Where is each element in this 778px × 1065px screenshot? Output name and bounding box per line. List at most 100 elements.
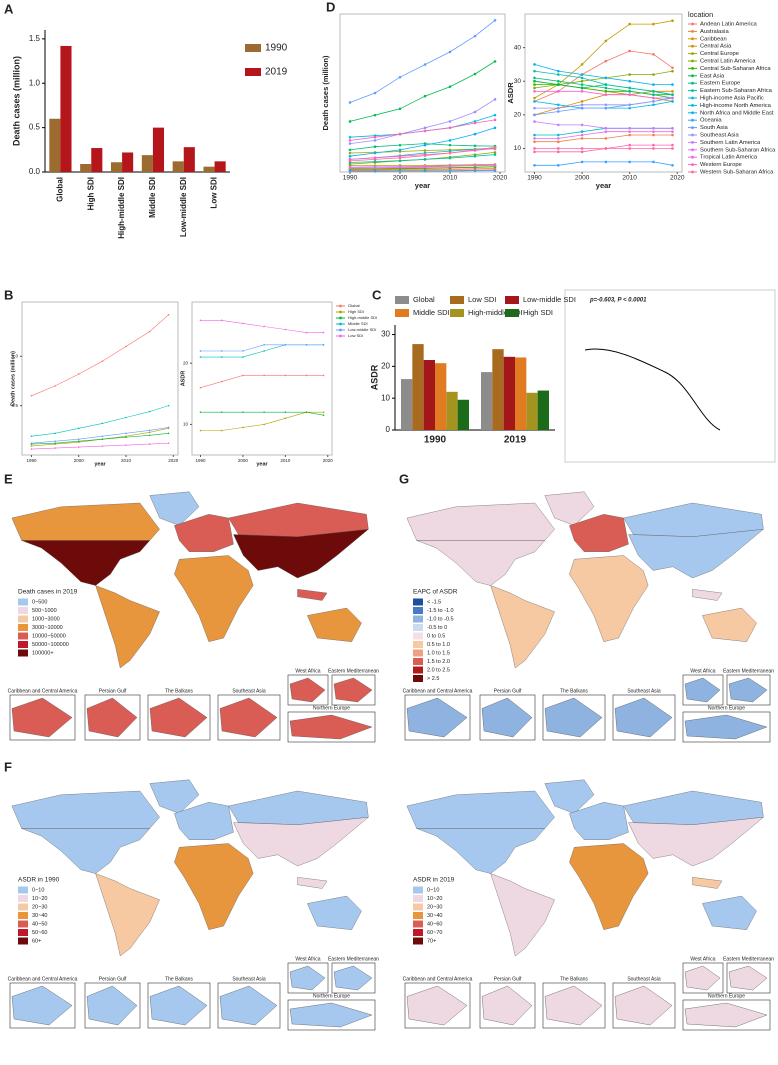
legend-dot	[691, 141, 694, 144]
legend-label: 20~30	[427, 904, 442, 910]
x-tick-label: High-middle SDI	[117, 177, 126, 239]
inset-label: Eastern Mediterranean	[723, 668, 774, 674]
legend-swatch	[18, 937, 28, 945]
legend-dot	[691, 22, 694, 26]
data-point	[284, 417, 287, 420]
data-point	[473, 110, 477, 114]
country-region	[692, 877, 723, 889]
y-tick-label: 1.5	[29, 34, 41, 43]
inset-land	[149, 985, 208, 1026]
country-region	[490, 585, 555, 669]
bar	[446, 391, 458, 430]
data-point	[580, 86, 584, 90]
inset-land	[289, 714, 373, 740]
data-point	[322, 331, 325, 334]
data-point	[533, 83, 536, 86]
inset-land	[614, 985, 673, 1026]
legend-swatch	[18, 886, 28, 894]
legend-dot	[339, 310, 342, 314]
country-region	[416, 540, 546, 586]
data-point	[580, 100, 584, 103]
data-point	[580, 90, 584, 93]
inset-label: Caribbean and Central America	[8, 688, 78, 694]
data-point	[373, 145, 377, 149]
bar	[110, 162, 123, 172]
legend-swatch	[413, 658, 423, 665]
data-point	[533, 90, 536, 93]
data-point	[557, 103, 560, 107]
data-point	[30, 394, 33, 397]
data-point	[398, 156, 402, 160]
country-region	[21, 828, 151, 874]
panel-label: A	[4, 1, 14, 16]
legend-label: 100000+	[32, 650, 54, 656]
data-point	[125, 436, 127, 439]
legend-dot	[691, 44, 694, 48]
legend-label: 10~20	[427, 896, 442, 902]
data-point	[493, 98, 497, 101]
legend-swatch	[413, 929, 423, 936]
legend-swatch	[18, 920, 28, 928]
data-point	[284, 344, 287, 346]
data-point	[242, 356, 244, 358]
data-point	[263, 344, 265, 346]
data-point	[30, 445, 33, 447]
data-point	[671, 130, 674, 133]
legend-swatch	[413, 903, 423, 911]
data-point	[493, 153, 497, 156]
data-point	[242, 322, 244, 325]
data-point	[533, 100, 536, 103]
data-point	[652, 100, 655, 103]
data-point	[580, 79, 584, 83]
legend-label: 60~70	[427, 930, 442, 936]
y-tick-label: 30	[381, 330, 390, 339]
country-region	[569, 843, 649, 930]
legend-dot	[691, 74, 694, 78]
legend-label: 2019	[265, 67, 288, 78]
data-point	[473, 148, 477, 152]
data-point	[604, 147, 608, 150]
data-point	[580, 133, 584, 137]
data-point	[348, 101, 352, 104]
map-panel: F ASDR in 1990 0~10 10~20 20~30 30~40 40~50 50~…	[4, 759, 379, 1031]
data-point	[671, 133, 674, 137]
data-point	[101, 438, 104, 441]
y-tick-label: 40	[514, 44, 522, 51]
legend-label: High-income Asia Pacific	[700, 96, 764, 102]
bar	[526, 392, 538, 430]
series-line	[534, 50, 673, 102]
x-tick-label: 2010	[121, 458, 132, 463]
legend-swatch	[413, 624, 423, 631]
data-point	[101, 435, 104, 438]
data-point	[220, 429, 223, 432]
data-point	[373, 158, 377, 161]
data-point	[580, 130, 584, 133]
data-point	[263, 411, 265, 413]
legend-label: Tropical Latin America	[700, 155, 758, 161]
data-point	[305, 411, 308, 413]
legend-label: 70+	[427, 938, 436, 944]
inset-land	[406, 697, 468, 738]
legend-label: Low-middle SDI	[348, 327, 376, 332]
scatter-curve	[584, 348, 721, 431]
data-point	[373, 135, 377, 139]
data-point	[533, 76, 536, 80]
legend-dot	[691, 111, 694, 115]
data-point	[580, 147, 584, 150]
panel-label: G	[399, 471, 409, 486]
y-tick-label: 20	[514, 112, 522, 119]
data-point	[348, 142, 352, 145]
data-point	[423, 143, 427, 147]
legend-dot	[691, 30, 694, 33]
scatter-annotation: p=-0.603, P < 0.0001	[589, 298, 647, 304]
legend-label: 0 to 0.5	[427, 633, 445, 639]
data-point	[448, 169, 452, 173]
legend-swatch	[18, 895, 28, 902]
data-point	[557, 73, 560, 76]
data-point	[263, 325, 265, 328]
legend-swatch	[413, 675, 423, 682]
bar	[203, 166, 215, 172]
inset-label: Eastern Mediterranean	[328, 668, 379, 674]
data-point	[199, 356, 202, 358]
legend-label: > 2.5	[427, 676, 439, 682]
